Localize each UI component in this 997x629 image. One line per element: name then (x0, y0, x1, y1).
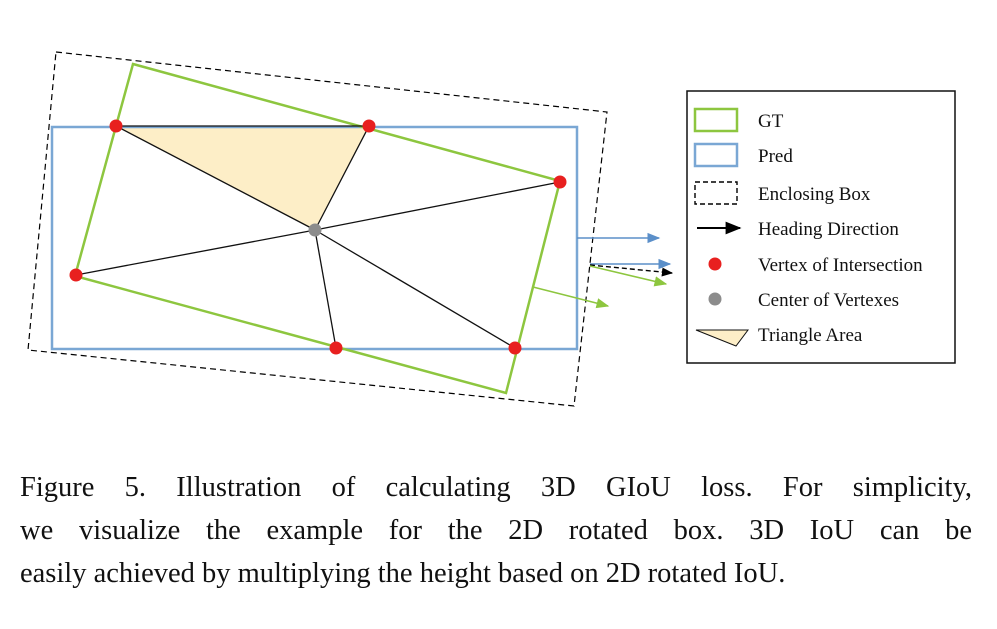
center-dot (308, 223, 322, 237)
line-to-vertex-3 (314, 181, 561, 231)
vertex-dot (329, 341, 343, 355)
legend-label-vertex: Vertex of Intersection (758, 255, 923, 276)
vertex-dot (553, 175, 567, 189)
gt-box (73, 62, 562, 395)
caption-line-1: Figure 5. Illustration of calculating 3D… (20, 472, 972, 503)
line-to-vertex-1 (115, 125, 316, 231)
vertex-legend-icon (708, 257, 722, 271)
vertex-dot (508, 341, 522, 355)
legend-label-center: Center of Vertexes (758, 290, 899, 311)
legend: GT Pred Enclosing Box Heading Direction … (686, 90, 956, 364)
caption-line-3: easily achieved by multiplying the heigh… (20, 558, 786, 589)
caption-line-2: we visualize the example for the 2D rota… (20, 515, 972, 546)
center-legend-icon (708, 292, 722, 306)
giou-diagram: GT Pred Enclosing Box Heading Direction … (27, 51, 956, 407)
line-to-vertex-4 (314, 229, 516, 349)
enclosing-heading-arrow (589, 264, 674, 277)
line-to-vertex-6 (75, 229, 316, 276)
pred-legend-icon (693, 142, 739, 168)
vertex-dot (109, 119, 123, 133)
center-connections (75, 125, 561, 349)
enclosing-box (27, 51, 608, 407)
triangle-legend-icon (695, 329, 749, 347)
gt-heading-arrow-2 (532, 286, 610, 309)
enclosing-legend-icon (694, 181, 738, 205)
figure-caption: Figure 5. Illustration of calculating 3D… (20, 466, 972, 595)
gt-heading-arrow-1 (589, 265, 668, 287)
legend-label-triangle: Triangle Area (758, 325, 863, 346)
triangle-area (116, 126, 369, 230)
line-to-vertex-5 (314, 229, 337, 349)
gt-legend-icon (693, 107, 739, 133)
vertex-dot (362, 119, 376, 133)
intersection-vertices (69, 119, 567, 355)
legend-label-heading: Heading Direction (758, 219, 899, 240)
vertex-dot (69, 268, 83, 282)
legend-label-gt: GT (758, 111, 784, 132)
line-to-vertex-2 (314, 125, 370, 231)
legend-label-enclosing: Enclosing Box (758, 184, 871, 205)
legend-label-pred: Pred (758, 146, 793, 167)
